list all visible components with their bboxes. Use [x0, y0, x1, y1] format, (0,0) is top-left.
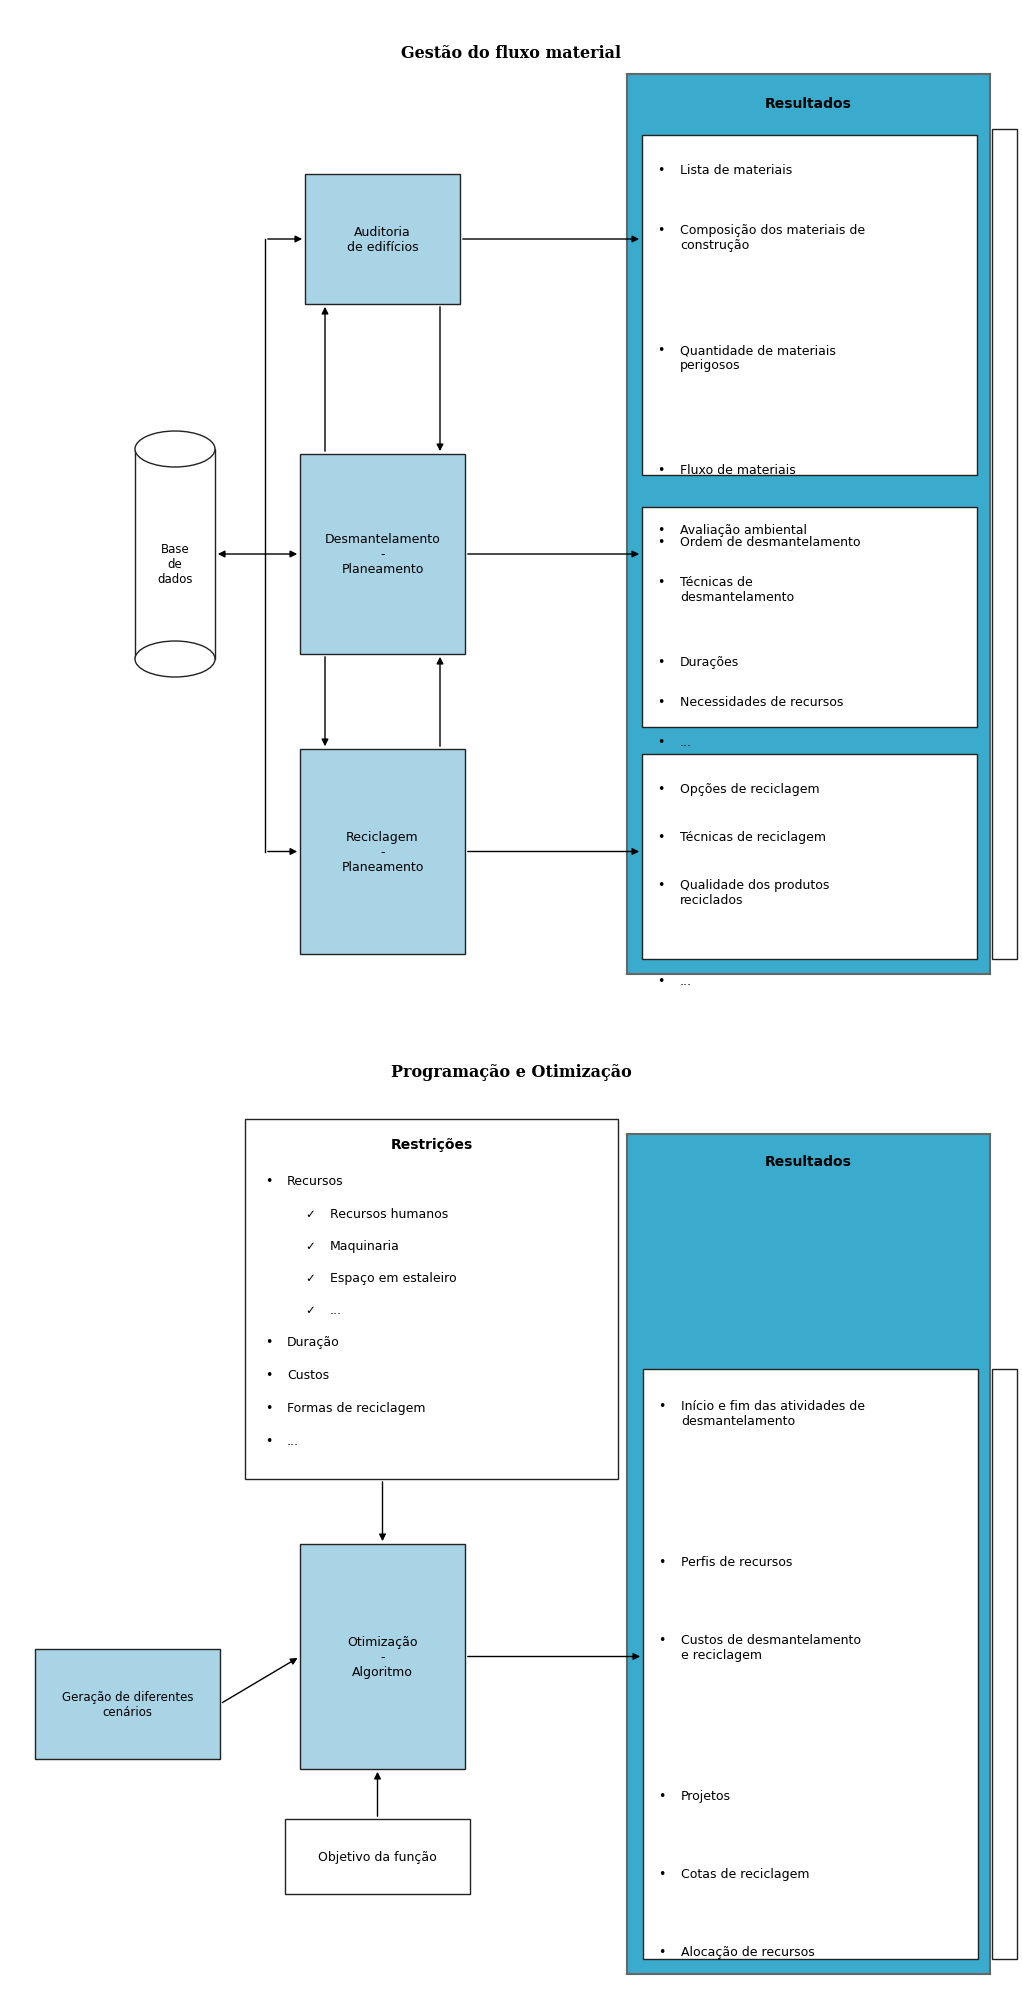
Bar	[35, 1650, 220, 1758]
Bar	[300, 1544, 465, 1768]
Text: Técnicas de
desmantelamento: Técnicas de desmantelamento	[680, 575, 794, 604]
Bar	[642, 136, 977, 475]
Text: •: •	[657, 782, 664, 796]
Text: •: •	[658, 1788, 665, 1802]
Text: Perfis de recursos: Perfis de recursos	[681, 1556, 792, 1568]
Text: Avaliação ambiental: Avaliação ambiental	[680, 523, 807, 537]
Text: •: •	[657, 830, 664, 844]
Text: Restrições: Restrições	[390, 1137, 472, 1151]
Text: •: •	[657, 656, 664, 668]
Text: •: •	[265, 1434, 273, 1448]
Text: ✓: ✓	[305, 1207, 315, 1221]
Bar	[300, 455, 465, 656]
Text: •: •	[657, 974, 664, 988]
Text: Projetos: Projetos	[681, 1788, 731, 1802]
Text: •: •	[657, 696, 664, 708]
Text: •: •	[658, 1945, 665, 1959]
Text: Base
de
dados: Base de dados	[157, 543, 193, 585]
Text: ...: ...	[680, 974, 692, 988]
Bar	[643, 1369, 978, 1959]
Text: Durações: Durações	[680, 656, 739, 668]
Text: •: •	[657, 343, 664, 357]
Text: Resultados: Resultados	[765, 96, 852, 110]
Text: Otimização
-
Algoritmo: Otimização - Algoritmo	[347, 1636, 418, 1678]
Text: Desmantelamento
-
Planeamento: Desmantelamento - Planeamento	[325, 533, 440, 575]
Text: •: •	[658, 1634, 665, 1646]
Bar	[245, 1119, 618, 1480]
Text: •: •	[658, 1399, 665, 1412]
Text: ...: ...	[330, 1303, 342, 1317]
Text: Início e fim das atividades de
desmantelamento: Início e fim das atividades de desmantel…	[681, 1399, 865, 1428]
Bar	[642, 507, 977, 728]
Text: Qualidade dos produtos
reciclados: Qualidade dos produtos reciclados	[680, 878, 830, 906]
Bar	[300, 750, 465, 954]
Text: ...: ...	[287, 1434, 299, 1448]
Text: Cotas de reciclagem: Cotas de reciclagem	[681, 1867, 809, 1881]
Text: Fluxo de materiais: Fluxo de materiais	[680, 463, 796, 477]
Text: Ordem de desmantelamento: Ordem de desmantelamento	[680, 535, 861, 549]
Ellipse shape	[135, 642, 215, 678]
Text: •: •	[657, 225, 664, 237]
Text: ...: ...	[680, 736, 692, 748]
Text: Recursos: Recursos	[287, 1175, 343, 1187]
Text: Alocação de recursos: Alocação de recursos	[681, 1945, 815, 1959]
Text: Objetivo da função: Objetivo da função	[318, 1851, 436, 1863]
Text: •: •	[265, 1175, 273, 1187]
Text: ✓: ✓	[305, 1239, 315, 1253]
Text: •: •	[658, 1556, 665, 1568]
Text: •: •	[657, 463, 664, 477]
Text: Lista de materiais: Lista de materiais	[680, 164, 792, 176]
Bar	[642, 754, 977, 960]
Text: •: •	[658, 1867, 665, 1881]
Text: Formas de reciclagem: Formas de reciclagem	[287, 1401, 425, 1414]
Text: Custos de desmantelamento
e reciclagem: Custos de desmantelamento e reciclagem	[681, 1634, 861, 1662]
Text: •: •	[657, 164, 664, 176]
Text: Reciclagem
-
Planeamento: Reciclagem - Planeamento	[341, 830, 424, 874]
Text: ✓: ✓	[305, 1303, 315, 1317]
Bar	[305, 174, 460, 305]
Text: Gestão do fluxo material: Gestão do fluxo material	[401, 44, 621, 62]
Text: •: •	[265, 1367, 273, 1381]
Text: •: •	[657, 523, 664, 537]
Text: Maquinaria: Maquinaria	[330, 1239, 400, 1253]
Text: •: •	[265, 1401, 273, 1414]
Text: Opções de reciclagem: Opções de reciclagem	[680, 782, 820, 796]
Text: Auditoria
de edifícios: Auditoria de edifícios	[346, 227, 418, 255]
Text: Resultados: Resultados	[765, 1155, 852, 1169]
Text: Necessidades de recursos: Necessidades de recursos	[680, 696, 843, 708]
Text: ✓: ✓	[305, 1271, 315, 1285]
Text: Espaço em estaleiro: Espaço em estaleiro	[330, 1271, 457, 1285]
Text: •: •	[657, 878, 664, 892]
Text: Duração: Duração	[287, 1335, 339, 1347]
Bar	[285, 1819, 470, 1895]
Text: •: •	[657, 535, 664, 549]
Text: Geração de diferentes
cenários: Geração de diferentes cenários	[61, 1690, 193, 1718]
Text: Programação e Otimização: Programação e Otimização	[390, 1063, 632, 1081]
Text: Composição dos materiais de
construção: Composição dos materiais de construção	[680, 225, 866, 253]
Ellipse shape	[135, 431, 215, 467]
Text: •: •	[657, 575, 664, 589]
Bar	[628, 74, 990, 974]
Bar	[135, 449, 215, 660]
Text: Técnicas de reciclagem: Técnicas de reciclagem	[680, 830, 826, 844]
Text: Recursos humanos: Recursos humanos	[330, 1207, 449, 1221]
Text: Custos: Custos	[287, 1367, 329, 1381]
Text: •: •	[265, 1335, 273, 1347]
Text: Quantidade de materiais
perigosos: Quantidade de materiais perigosos	[680, 343, 836, 371]
Bar	[628, 1135, 990, 1975]
Bar	[992, 130, 1017, 960]
Text: •: •	[657, 736, 664, 748]
Bar	[992, 1369, 1017, 1959]
